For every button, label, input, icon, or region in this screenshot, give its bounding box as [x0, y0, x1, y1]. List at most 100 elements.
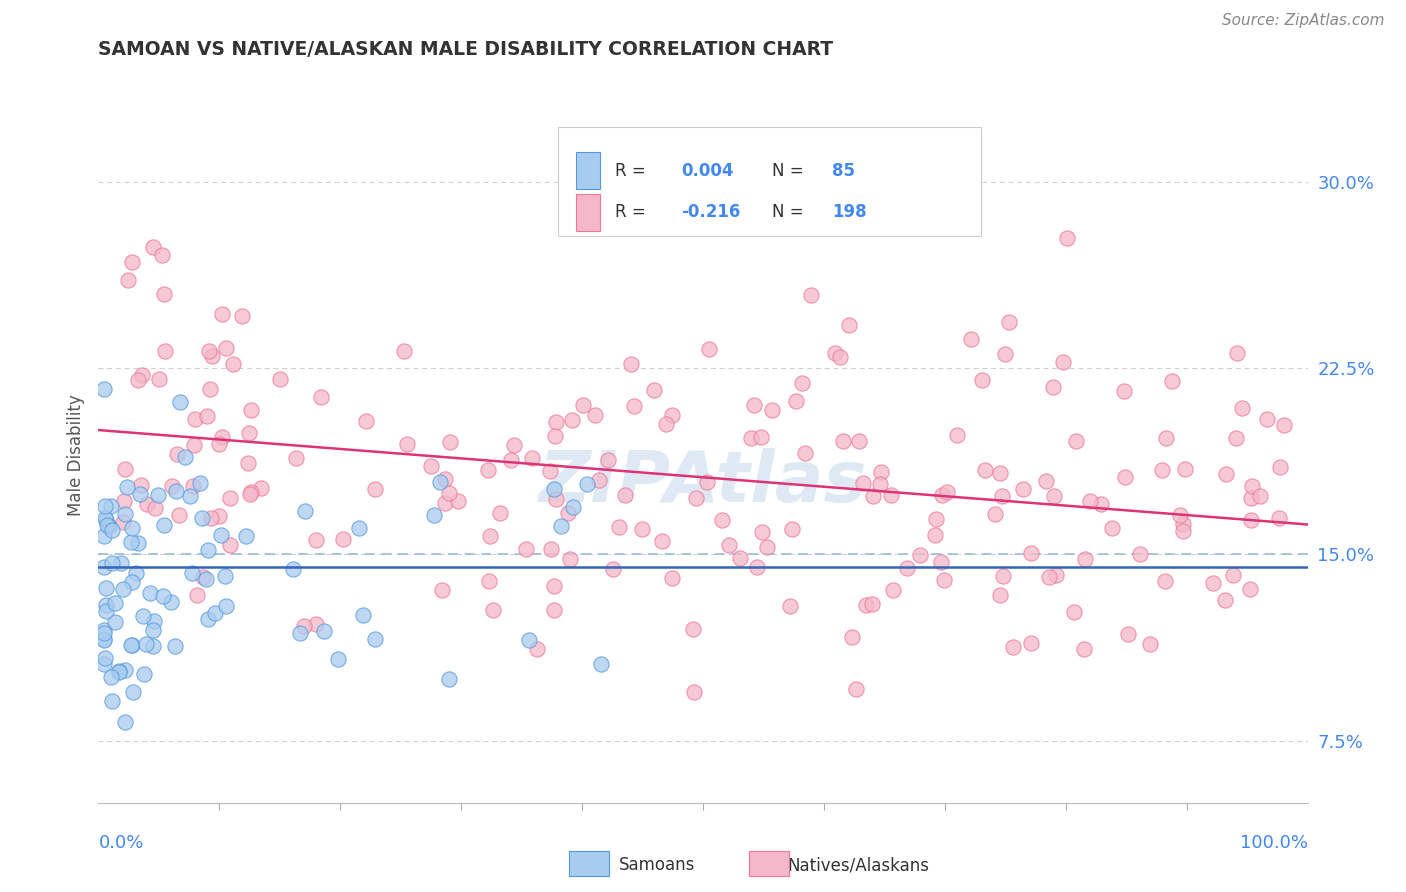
Point — [135, 497, 157, 511]
Point — [538, 464, 561, 478]
Point — [284, 450, 307, 465]
Point — [1239, 582, 1261, 596]
Point — [560, 552, 582, 566]
Point — [121, 638, 143, 652]
Point — [423, 508, 446, 522]
Point — [1052, 355, 1074, 369]
Point — [583, 408, 606, 422]
Point — [114, 714, 136, 729]
Point — [779, 599, 801, 613]
Point — [561, 413, 583, 427]
Point — [152, 589, 174, 603]
Point — [655, 417, 678, 432]
Point — [1256, 411, 1278, 425]
Y-axis label: Male Disability: Male Disability — [66, 394, 84, 516]
Point — [114, 663, 136, 677]
Point — [562, 500, 585, 514]
Point — [543, 603, 565, 617]
Point — [135, 637, 157, 651]
Point — [195, 409, 218, 423]
Point — [117, 273, 139, 287]
Point — [437, 673, 460, 687]
Point — [166, 447, 188, 461]
Point — [94, 581, 117, 595]
Point — [104, 596, 127, 610]
Point — [108, 665, 131, 680]
FancyBboxPatch shape — [558, 127, 981, 236]
Point — [93, 650, 115, 665]
Point — [623, 399, 645, 413]
Point — [1173, 524, 1195, 539]
Point — [1090, 497, 1112, 511]
Point — [711, 513, 734, 527]
Point — [215, 341, 238, 355]
Point — [869, 465, 891, 479]
Point — [148, 372, 170, 386]
Point — [1268, 459, 1291, 474]
Point — [1038, 569, 1060, 583]
Point — [204, 607, 226, 621]
Point — [880, 488, 903, 502]
Point — [129, 487, 152, 501]
Point — [181, 478, 204, 492]
Text: 198: 198 — [832, 203, 868, 221]
Point — [643, 384, 665, 398]
Point — [143, 614, 166, 628]
Point — [222, 357, 245, 371]
Point — [761, 403, 783, 417]
Point — [420, 458, 443, 473]
Point — [596, 452, 619, 467]
Point — [546, 492, 568, 507]
Point — [142, 623, 165, 637]
Point — [1078, 493, 1101, 508]
Point — [160, 479, 183, 493]
Point — [195, 572, 218, 586]
Point — [114, 507, 136, 521]
Point — [997, 315, 1019, 329]
Point — [197, 542, 219, 557]
Point — [544, 429, 567, 443]
Point — [93, 632, 115, 647]
Point — [100, 499, 122, 513]
Point — [1056, 231, 1078, 245]
Point — [186, 588, 208, 602]
Point — [651, 533, 673, 548]
Point — [544, 416, 567, 430]
Point — [211, 430, 233, 444]
Point — [211, 306, 233, 320]
Point — [139, 586, 162, 600]
Point — [93, 529, 115, 543]
Point — [830, 351, 852, 365]
Point — [429, 475, 451, 490]
Point — [240, 402, 263, 417]
Text: SAMOAN VS NATIVE/ALASKAN MALE DISABILITY CORRELATION CHART: SAMOAN VS NATIVE/ALASKAN MALE DISABILITY… — [98, 40, 834, 59]
Point — [1073, 641, 1095, 656]
Point — [309, 390, 332, 404]
Text: 85: 85 — [832, 161, 855, 179]
Point — [112, 515, 135, 529]
Point — [283, 562, 305, 576]
Point — [127, 373, 149, 387]
Bar — [576, 152, 600, 189]
Point — [848, 434, 870, 448]
Point — [239, 485, 262, 500]
Point — [970, 373, 993, 387]
Point — [682, 623, 704, 637]
Point — [392, 344, 415, 359]
Point — [742, 398, 765, 412]
Point — [852, 476, 875, 491]
Point — [1074, 552, 1097, 566]
Point — [121, 521, 143, 535]
Point — [1160, 375, 1182, 389]
Point — [115, 480, 138, 494]
Point — [93, 632, 115, 647]
Point — [447, 493, 470, 508]
Point — [685, 491, 707, 505]
Point — [197, 612, 219, 626]
Point — [749, 430, 772, 444]
Point — [219, 537, 242, 551]
Point — [936, 485, 959, 500]
Point — [793, 446, 815, 460]
Point — [1230, 401, 1253, 416]
Point — [94, 513, 117, 527]
